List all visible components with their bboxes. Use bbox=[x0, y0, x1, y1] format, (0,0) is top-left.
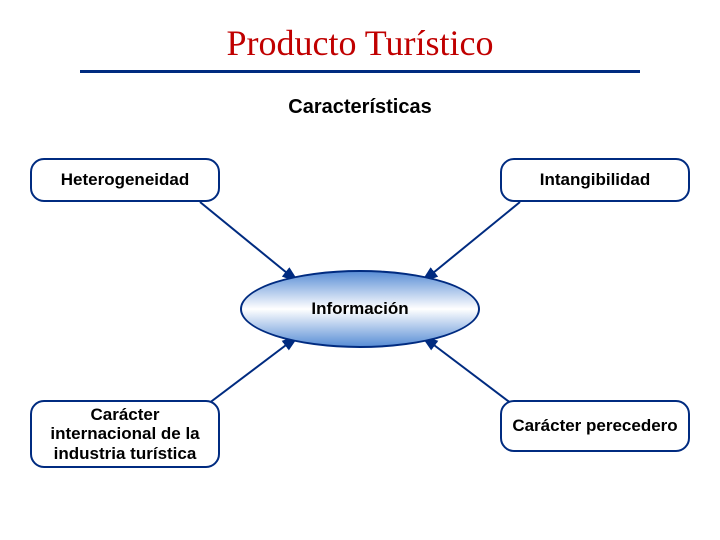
node-informacion: Información bbox=[240, 270, 480, 348]
node-label: Heterogeneidad bbox=[61, 170, 189, 190]
node-label: Intangibilidad bbox=[540, 170, 651, 190]
page-title: Producto Turístico bbox=[0, 22, 720, 64]
title-underline bbox=[80, 70, 640, 73]
node-label: Carácter internacional de la industria t… bbox=[40, 405, 210, 464]
subtitle: Características bbox=[0, 96, 720, 119]
edge bbox=[200, 336, 298, 410]
node-intangibilidad: Intangibilidad bbox=[500, 158, 690, 202]
node-label: Carácter perecedero bbox=[512, 416, 677, 436]
node-caracter-internacional: Carácter internacional de la industria t… bbox=[30, 400, 220, 468]
edge bbox=[422, 336, 520, 410]
node-caracter-perecedero: Carácter perecedero bbox=[500, 400, 690, 452]
node-label: Información bbox=[311, 299, 408, 319]
node-heterogeneidad: Heterogeneidad bbox=[30, 158, 220, 202]
edge bbox=[200, 202, 298, 282]
edge bbox=[422, 202, 520, 282]
